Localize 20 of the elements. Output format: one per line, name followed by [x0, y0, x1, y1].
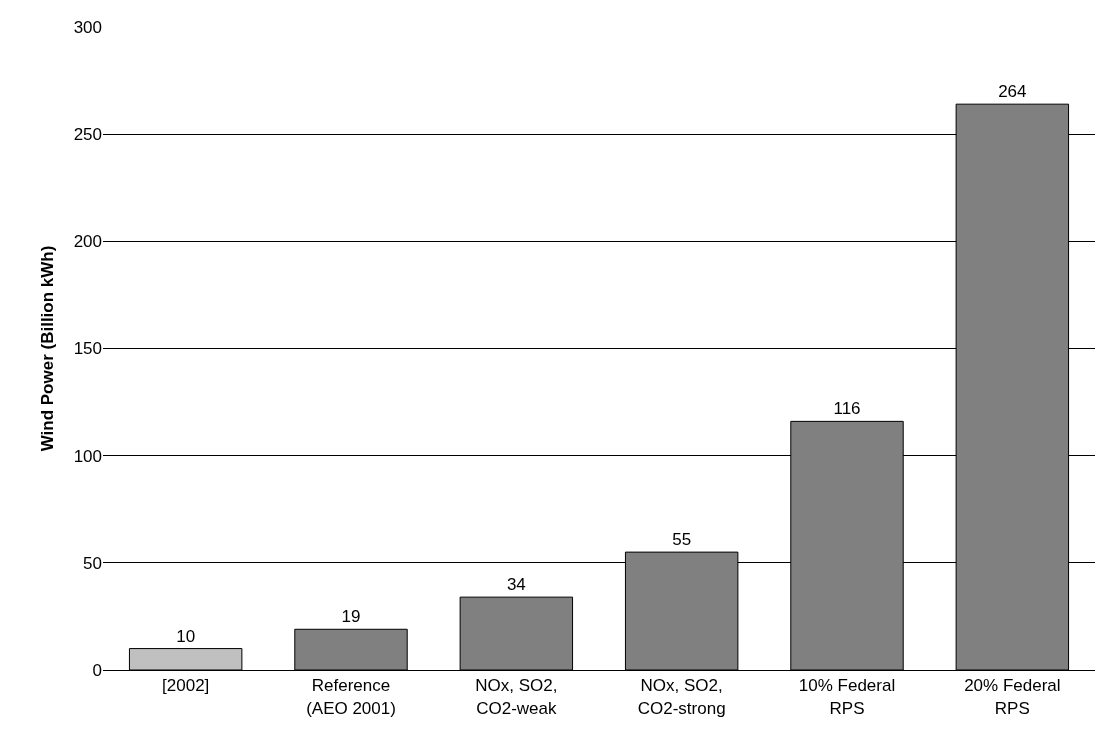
y-tick-label: 250 — [73, 125, 102, 145]
x-tick-label: NOx, SO2, CO2-strong — [637, 676, 726, 718]
data-label: 34 — [506, 575, 526, 595]
y-tick-label: 100 — [73, 446, 102, 466]
y-axis-title: Wind Power (Billion kWh) — [38, 245, 58, 452]
x-tick-label: 20% Federal RPS — [964, 676, 1061, 718]
x-tick-label: 10% Federal RPS — [798, 676, 896, 718]
x-tick-label: [2002] — [162, 676, 210, 696]
data-label: 116 — [833, 399, 861, 419]
data-label: 264 — [998, 82, 1027, 102]
y-tick-label: 200 — [73, 232, 102, 252]
x-tick-label: NOx, SO2, CO2-weak — [475, 676, 558, 718]
data-label: 10 — [176, 626, 196, 646]
data-label: 55 — [672, 530, 692, 550]
y-tick-label: 150 — [73, 339, 102, 359]
y-tick-label: 50 — [83, 553, 102, 573]
y-tick-label: 300 — [73, 17, 102, 37]
data-label: 19 — [341, 607, 361, 627]
y-tick-label: 0 — [92, 660, 102, 680]
x-tick-label: Reference (AEO 2001) — [306, 676, 396, 718]
